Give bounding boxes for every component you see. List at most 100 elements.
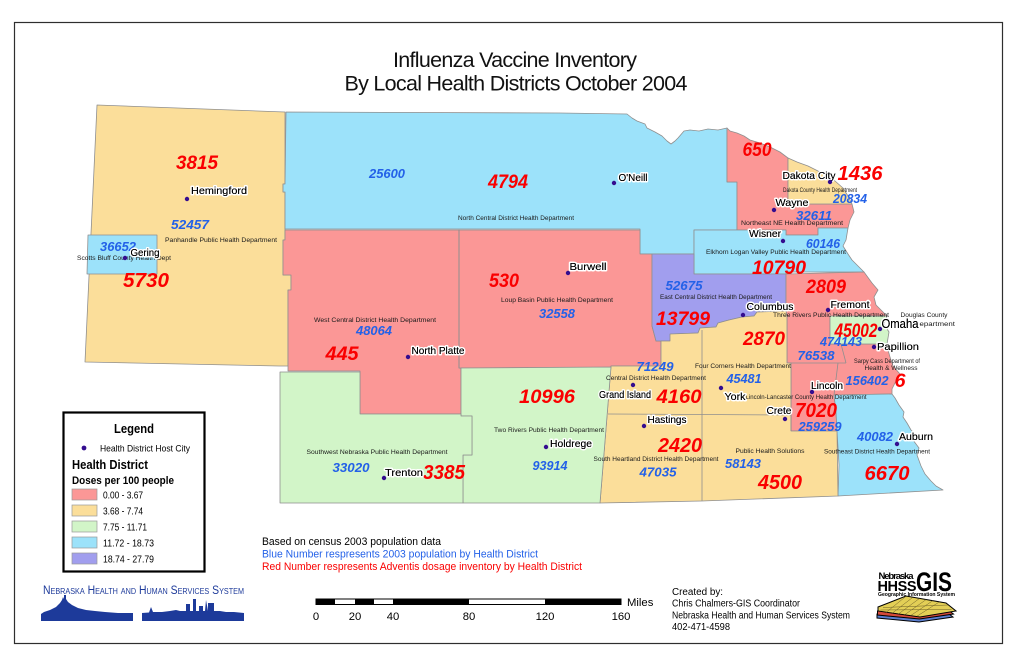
svg-text:Trenton: Trenton [385, 467, 423, 479]
svg-text:York: York [725, 391, 747, 403]
svg-text:52457: 52457 [171, 217, 210, 232]
svg-text:18.74 - 27.79: 18.74 - 27.79 [103, 555, 154, 566]
svg-text:13799: 13799 [656, 308, 710, 330]
svg-text:20834: 20834 [832, 191, 868, 206]
svg-text:Dakota City: Dakota City [783, 170, 837, 182]
svg-text:3385: 3385 [423, 462, 466, 484]
svg-text:48064: 48064 [355, 323, 393, 338]
svg-text:Grand Island: Grand Island [599, 389, 651, 401]
svg-text:Crete: Crete [767, 405, 792, 417]
svg-text:South Heartland District Healt: South Heartland District Health Departme… [594, 456, 719, 463]
svg-text:Fremont: Fremont [831, 299, 870, 311]
svg-text:25600: 25600 [368, 166, 406, 181]
svg-text:36652: 36652 [100, 239, 137, 254]
svg-text:0: 0 [313, 611, 319, 623]
svg-text:Created by:: Created by: [672, 587, 723, 598]
svg-text:York: York [725, 391, 747, 403]
svg-text:Dakota County Health Departmen: Dakota County Health Department [783, 187, 857, 194]
svg-text:32558: 32558 [539, 306, 576, 321]
svg-text:Hastings: Hastings [648, 414, 687, 426]
svg-text:7.75 - 11.71: 7.75 - 11.71 [103, 523, 147, 534]
svg-text:402-471-4598: 402-471-4598 [672, 622, 730, 633]
svg-text:Auburn: Auburn [899, 431, 933, 443]
svg-text:Hemingford: Hemingford [191, 185, 247, 197]
svg-text:Southeast District Health Depa: Southeast District Health Department [824, 449, 930, 456]
svg-text:474143: 474143 [819, 334, 863, 349]
svg-text:O'Neill: O'Neill [619, 172, 648, 184]
svg-text:North Central District Health: North Central District Health Department [458, 215, 574, 222]
svg-text:7020: 7020 [795, 400, 837, 422]
svg-text:58143: 58143 [725, 456, 762, 471]
svg-text:445: 445 [324, 343, 359, 365]
svg-text:0.00 - 3.67: 0.00 - 3.67 [103, 491, 143, 502]
svg-text:120: 120 [536, 611, 555, 623]
svg-text:71249: 71249 [637, 359, 675, 374]
svg-text:Papillion: Papillion [877, 341, 919, 353]
svg-text:32611: 32611 [796, 208, 832, 223]
svg-text:6670: 6670 [865, 463, 910, 485]
svg-text:45481: 45481 [726, 371, 762, 386]
svg-text:3815: 3815 [176, 152, 219, 174]
svg-text:Holdrege: Holdrege [550, 438, 592, 450]
svg-text:Influenza Vaccine Inventory: Influenza Vaccine Inventory [393, 48, 637, 72]
svg-text:Wayne: Wayne [776, 197, 809, 209]
svg-text:Health & Wellness: Health & Wellness [865, 365, 919, 372]
svg-text:Lincoln-Lancaster County Healt: Lincoln-Lancaster County Health Departme… [746, 394, 867, 401]
svg-text:Lincoln: Lincoln [811, 380, 843, 392]
svg-text:th Department: th Department [905, 321, 955, 328]
svg-text:Nebraska Health and Human Serv: Nebraska Health and Human Services Syste… [43, 585, 244, 597]
svg-text:Health District Host City: Health District Host City [100, 444, 190, 454]
svg-text:Crete: Crete [767, 405, 792, 417]
svg-text:Fremont: Fremont [831, 299, 870, 311]
svg-text:1436: 1436 [838, 163, 884, 185]
svg-text:10996: 10996 [519, 386, 575, 408]
svg-text:Elkhorn Logan Valley Public He: Elkhorn Logan Valley Public Health Depar… [706, 249, 846, 256]
svg-text:650: 650 [743, 139, 772, 161]
svg-text:Wisner: Wisner [749, 228, 781, 240]
svg-text:45002: 45002 [834, 320, 878, 342]
svg-text:GIS: GIS [916, 567, 952, 597]
svg-text:Holdrege: Holdrege [550, 438, 592, 450]
svg-text:80: 80 [463, 611, 476, 623]
svg-text:47035: 47035 [638, 465, 677, 480]
svg-text:93914: 93914 [533, 458, 569, 473]
svg-text:5730: 5730 [123, 270, 169, 292]
svg-text:Blue Number respresents 2003 p: Blue Number respresents 2003 population … [262, 549, 539, 561]
svg-text:10790: 10790 [752, 257, 806, 279]
svg-text:North Platte: North Platte [412, 345, 465, 357]
svg-text:Burwell: Burwell [570, 261, 607, 273]
svg-text:Lincoln: Lincoln [811, 380, 843, 392]
svg-text:20: 20 [349, 611, 362, 623]
svg-text:Burwell: Burwell [570, 261, 607, 273]
svg-text:Columbus: Columbus [747, 301, 794, 313]
svg-text:11.72 - 18.73: 11.72 - 18.73 [103, 539, 154, 550]
svg-text:Trenton: Trenton [385, 467, 423, 479]
svg-text:4160: 4160 [655, 386, 701, 408]
svg-text:2809: 2809 [805, 276, 846, 298]
svg-text:2420: 2420 [657, 435, 702, 457]
svg-text:Red Number respresents Adventi: Red Number respresents Adventis dosage i… [262, 561, 583, 573]
svg-text:Nebraska: Nebraska [879, 571, 915, 582]
svg-text:HHSS: HHSS [878, 579, 917, 595]
svg-text:East Central District Health D: East Central District Health Department [660, 294, 772, 301]
svg-text:Wayne: Wayne [776, 197, 809, 209]
svg-text:Three Rivers Public Health Dep: Three Rivers Public Health Department [773, 312, 889, 319]
svg-text:Sarpy Cass Department of: Sarpy Cass Department of [854, 358, 920, 365]
svg-text:Chris Chalmers-GIS Coordinator: Chris Chalmers-GIS Coordinator [672, 599, 801, 610]
svg-text:Northeast NE Health Department: Northeast NE Health Department [741, 220, 843, 227]
svg-text:Papillion: Papillion [877, 341, 919, 353]
svg-text:Four Corners Health Department: Four Corners Health Department [695, 363, 791, 370]
svg-text:Miles: Miles [627, 597, 654, 609]
svg-text:530: 530 [489, 270, 519, 292]
svg-text:Central District Health Depart: Central District Health Department [606, 375, 706, 382]
svg-text:Panhandle Public Health Depart: Panhandle Public Health Department [165, 237, 277, 244]
svg-text:Southwest Nebraska Public Heal: Southwest Nebraska Public Health Departm… [307, 449, 448, 456]
svg-text:Health District: Health District [72, 458, 149, 472]
svg-text:North Platte: North Platte [412, 345, 465, 357]
svg-text:Hastings: Hastings [648, 414, 687, 426]
svg-text:Grand Island: Grand Island [599, 389, 651, 401]
svg-text:60146: 60146 [806, 236, 841, 251]
svg-text:Gering: Gering [131, 247, 160, 259]
svg-text:West Central District Health D: West Central District Health Department [314, 317, 436, 324]
svg-text:156402: 156402 [846, 373, 890, 388]
